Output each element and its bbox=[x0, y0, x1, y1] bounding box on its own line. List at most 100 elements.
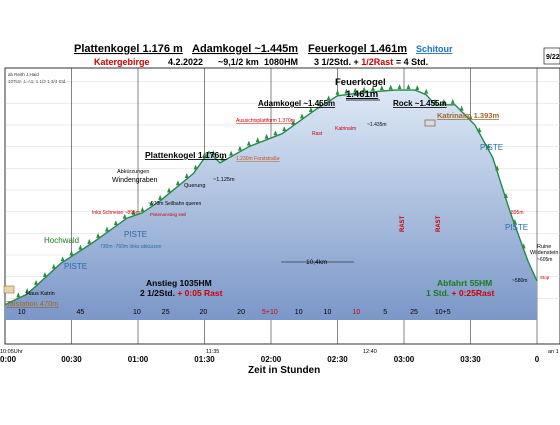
segment-label: 10 bbox=[18, 309, 26, 316]
distance-label: ~9,1/2 km bbox=[218, 57, 259, 67]
tree-marker bbox=[370, 85, 375, 91]
segment-label: 10 bbox=[295, 309, 303, 316]
tree-marker bbox=[495, 165, 500, 171]
title-part3: Feuerkogel 1.461m bbox=[308, 43, 407, 55]
tree-marker bbox=[503, 192, 508, 198]
segment-label: 10 bbox=[352, 309, 360, 316]
abkuerzungen-label: Abkürzungen bbox=[117, 169, 149, 175]
windengraben-label: Windengraben bbox=[112, 177, 158, 184]
tree-marker bbox=[60, 256, 65, 262]
tree-marker bbox=[353, 87, 358, 93]
adamkogel-label: Adamkogel ~1.455m bbox=[258, 99, 335, 108]
rast-vertical-2: RAST bbox=[436, 215, 442, 232]
x-tick-label: 01:00 bbox=[128, 355, 149, 364]
tree-marker bbox=[282, 126, 287, 132]
corner-label: 9/22 bbox=[546, 54, 560, 61]
tree-marker bbox=[184, 172, 189, 178]
tree-marker bbox=[397, 84, 402, 90]
tree-marker bbox=[335, 89, 340, 95]
piste-label-3: PISTE bbox=[480, 143, 503, 152]
time-1240-label: 12:40 bbox=[363, 349, 377, 355]
tree-marker bbox=[317, 101, 322, 107]
hochwald-label: Hochwald bbox=[44, 236, 79, 245]
date-label: 4.2.2022 bbox=[168, 57, 203, 67]
tree-marker bbox=[220, 155, 225, 161]
tree-marker bbox=[512, 218, 517, 224]
katrinalm-small: Katrinalm bbox=[335, 126, 356, 132]
tree-marker bbox=[415, 85, 420, 91]
alt-605: ~605m bbox=[537, 257, 552, 263]
total-distance-label: 10,4km bbox=[306, 259, 327, 266]
tree-marker bbox=[459, 105, 464, 111]
haus-katrin-label: Haus Katrin bbox=[26, 291, 55, 297]
anstieg-time: 2 1/2Std. + 0:05 Rast bbox=[140, 288, 223, 298]
x-tick-label: 0:00 bbox=[0, 355, 17, 364]
tree-marker bbox=[87, 238, 92, 244]
tree-marker bbox=[441, 98, 446, 104]
tree-marker bbox=[193, 164, 198, 170]
aussichtsplattform-label: Aussichtsplattform 1.370m bbox=[236, 118, 295, 124]
abfahrt-title: Abfahrt 55HM bbox=[437, 278, 492, 288]
tree-marker bbox=[308, 107, 313, 113]
tree-marker bbox=[388, 84, 393, 90]
end-time-label: an 1 bbox=[548, 349, 559, 355]
title-schitour: Schitour bbox=[416, 44, 453, 54]
elevation-area bbox=[5, 90, 537, 320]
tree-marker bbox=[34, 279, 39, 285]
tree-marker bbox=[140, 206, 145, 212]
tree-marker bbox=[158, 194, 163, 200]
tree-marker bbox=[167, 187, 172, 193]
segment-label: 45 bbox=[76, 309, 84, 316]
piste-label-4: PISTE bbox=[505, 223, 528, 232]
tree-marker bbox=[477, 127, 482, 133]
seilbahn-label: ~970m Seilbahn queren bbox=[148, 201, 201, 207]
x-tick-label: 01:30 bbox=[194, 355, 215, 364]
talstation-label: Talstation 470m bbox=[6, 299, 59, 308]
alt-1435: ~1.435m bbox=[367, 122, 387, 128]
feuerkogel-label: Feuerkogel bbox=[335, 77, 386, 88]
alt-895-right: 895m bbox=[511, 210, 524, 216]
time-summary: 3 1/2Std. + 1/2Rast = 4 Std. bbox=[314, 57, 428, 67]
stop-label: Stop bbox=[540, 275, 550, 280]
segment-label: 25 bbox=[410, 309, 418, 316]
tree-marker bbox=[51, 263, 56, 269]
segment-label: 5+10 bbox=[262, 309, 278, 316]
wildenstein-label: Wildenstein bbox=[530, 250, 558, 256]
abkuerzen-label: 730m -760m links abkürzen bbox=[100, 244, 162, 250]
x-tick-label: 03:30 bbox=[460, 355, 481, 364]
schneise-label: Inks Schneise ~895m bbox=[92, 210, 140, 216]
x-tick-label: 03:00 bbox=[394, 355, 415, 364]
title-part1: Plattenkogel 1.176 m bbox=[74, 43, 183, 55]
segment-label: 20 bbox=[199, 309, 207, 316]
segment-duration-labels: 10 45 10 25 20 20 5+10 10 10 10 5 25 10+5 bbox=[18, 309, 451, 316]
pistenansteig-label: Pistenansteig steil bbox=[150, 212, 186, 217]
segment-label: 10 bbox=[133, 309, 141, 316]
tree-marker bbox=[424, 88, 429, 94]
tree-marker bbox=[96, 232, 101, 238]
tree-marker bbox=[175, 180, 180, 186]
rast-label-1: Rast bbox=[312, 131, 323, 137]
tree-marker bbox=[211, 150, 216, 156]
x-tick-labels: 0:00 00:30 01:00 01:30 02:00 02:30 03:00 03:30 0 bbox=[0, 355, 540, 364]
tree-marker bbox=[25, 288, 30, 293]
tree-marker bbox=[255, 137, 260, 143]
tree-marker bbox=[344, 88, 349, 94]
tree-marker bbox=[122, 213, 127, 219]
segment-label: 10 bbox=[324, 309, 332, 316]
anstieg-title: Anstieg 1035HM bbox=[146, 278, 212, 288]
tree-marker bbox=[131, 209, 136, 215]
x-tick-label: 02:00 bbox=[261, 355, 282, 364]
tree-marker bbox=[468, 114, 473, 120]
elevation-line bbox=[4, 89, 538, 306]
katrinalm-label: Katrinalm 1.393m bbox=[437, 111, 499, 120]
segment-label: 5 bbox=[383, 309, 387, 316]
tree-marker bbox=[78, 244, 83, 250]
rock-label: Rock ~1.455m bbox=[393, 99, 447, 108]
source-note-1: ab Reith J.Haid bbox=[8, 72, 39, 77]
alt-580: ~580m bbox=[512, 278, 527, 284]
querung-label: Querung bbox=[184, 183, 205, 189]
tree-marker bbox=[291, 119, 296, 125]
plattenkogel-label: Plattenkogel 1.176m bbox=[145, 150, 227, 160]
